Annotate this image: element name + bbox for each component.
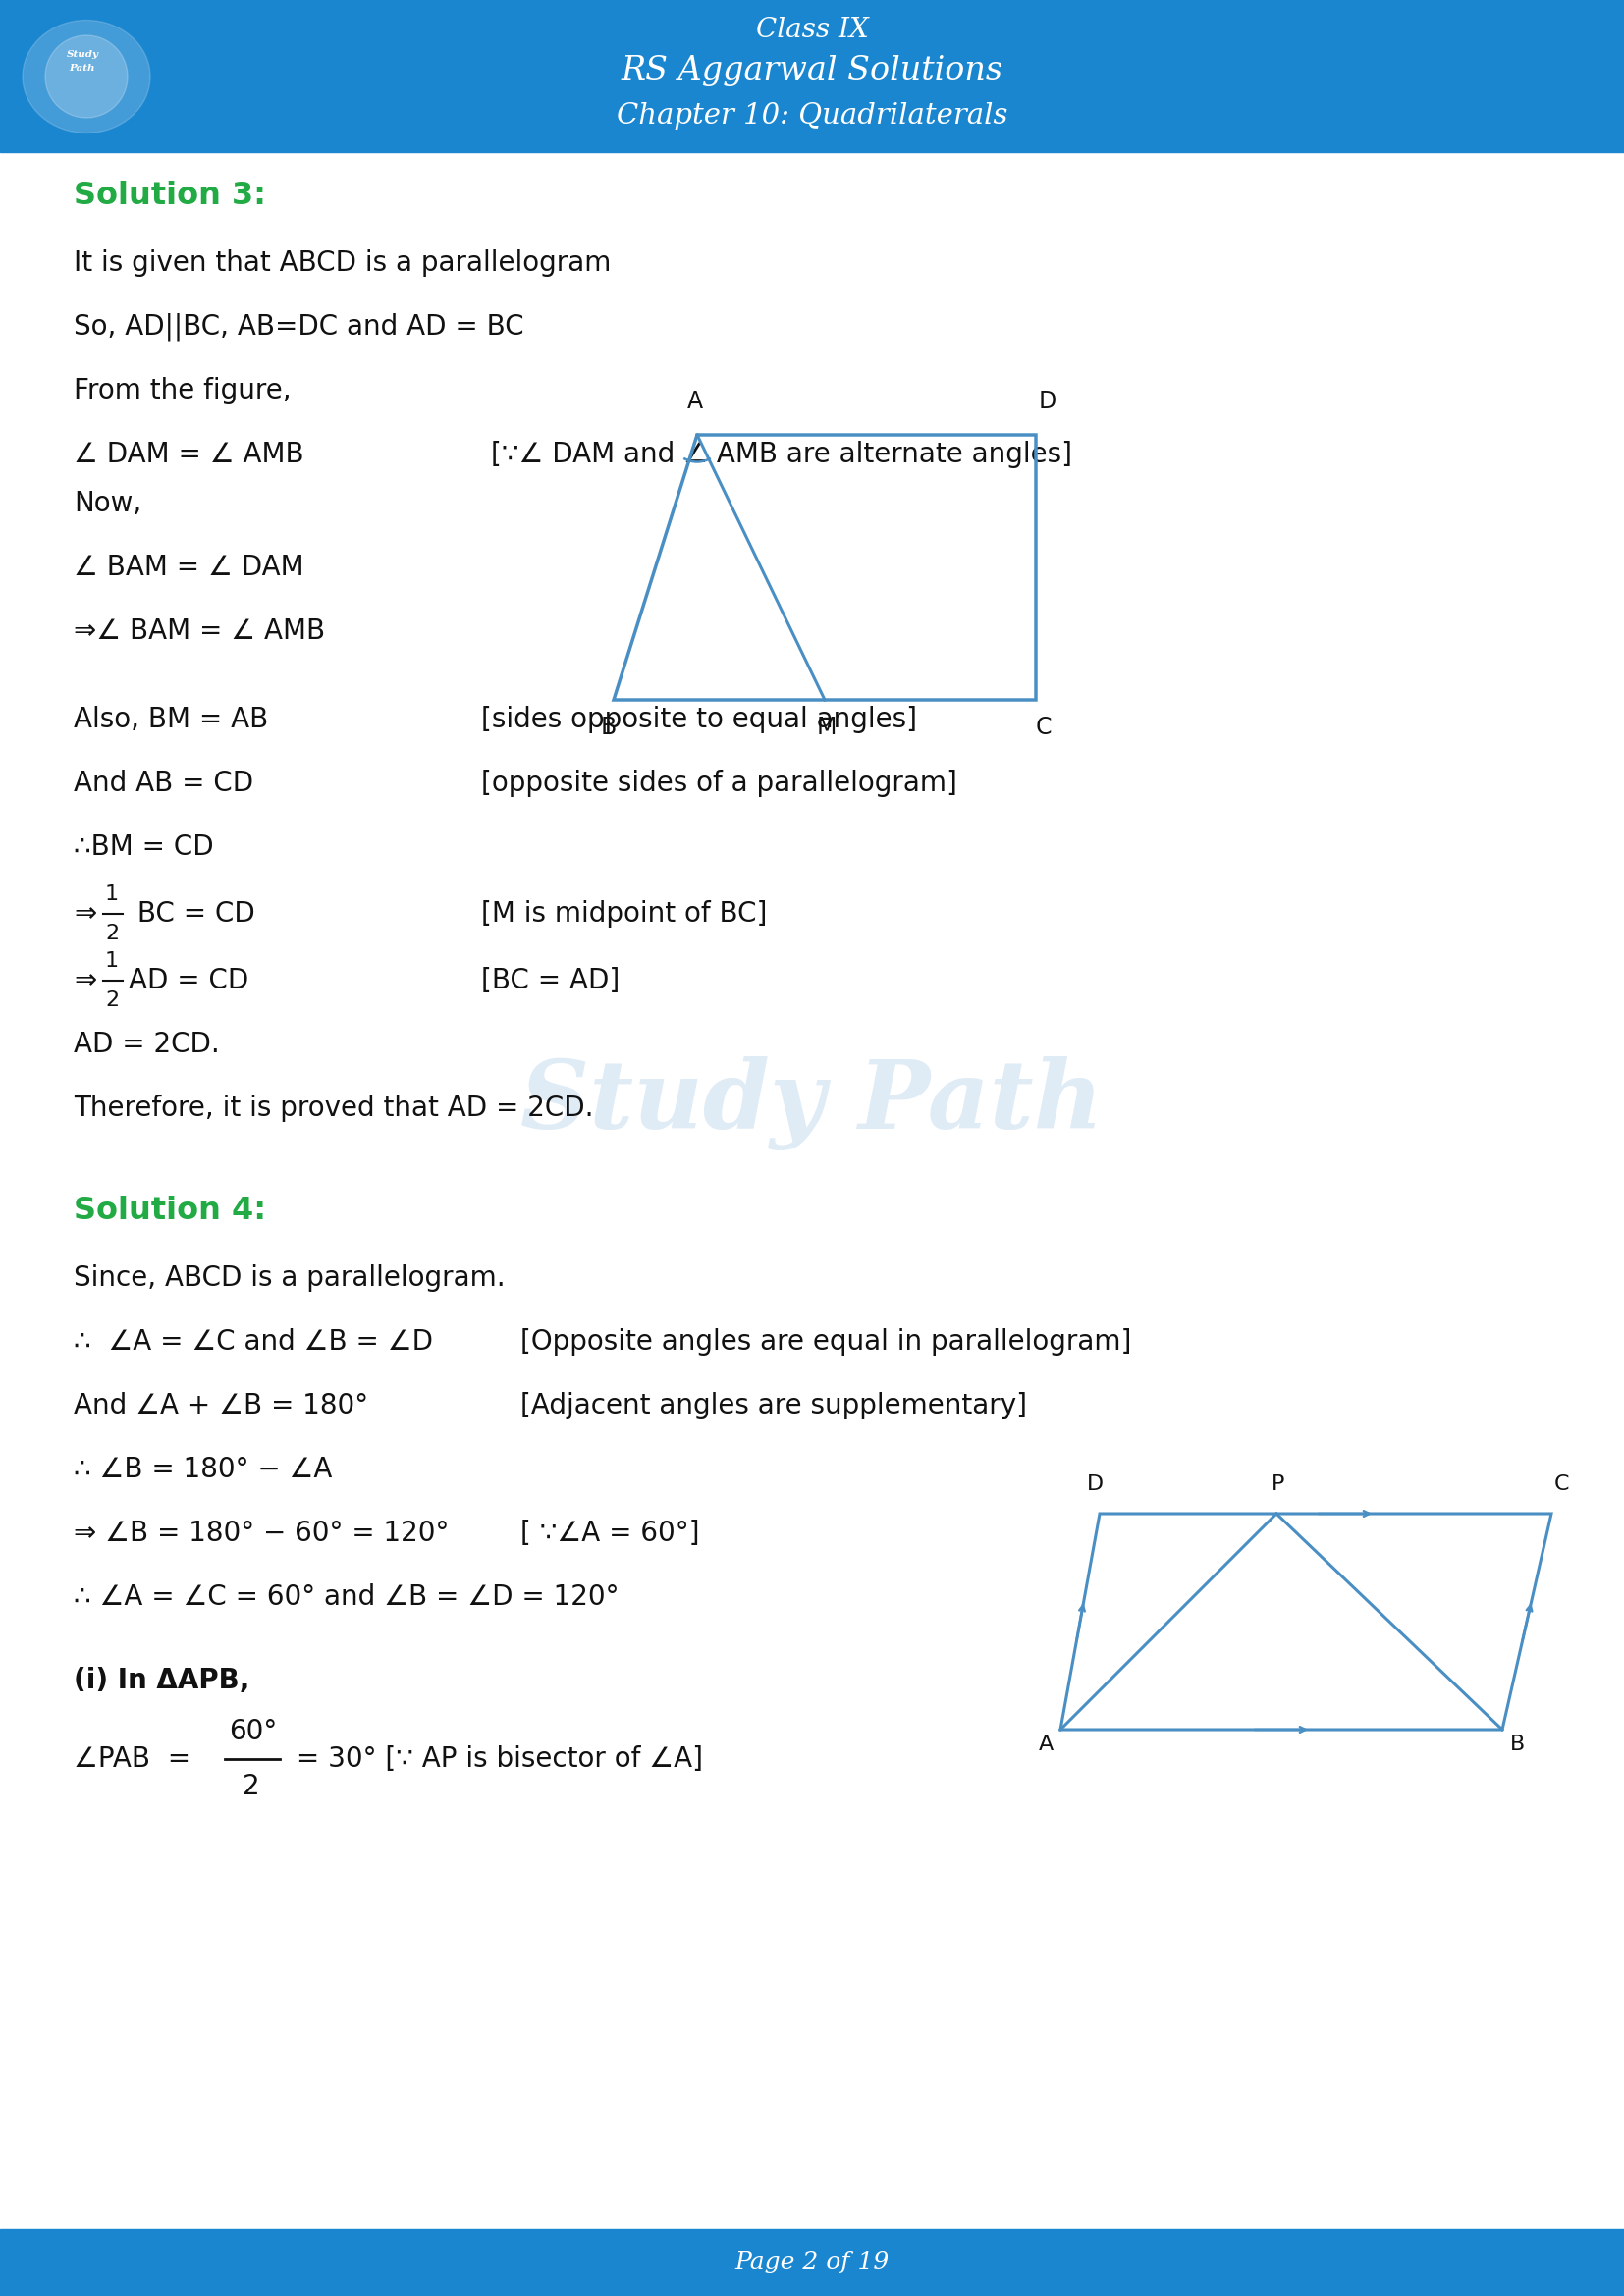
Text: [∵∠ DAM and ∠ AMB are alternate angles]: [∵∠ DAM and ∠ AMB are alternate angles] [490, 441, 1072, 468]
Text: Solution 4:: Solution 4: [73, 1196, 266, 1226]
Ellipse shape [23, 21, 151, 133]
Text: Now,: Now, [73, 489, 141, 517]
Text: ∴ ∠A = ∠C = 60° and ∠B = ∠D = 120°: ∴ ∠A = ∠C = 60° and ∠B = ∠D = 120° [73, 1584, 619, 1612]
Text: C: C [1036, 716, 1052, 739]
Text: From the figure,: From the figure, [73, 377, 291, 404]
Text: [opposite sides of a parallelogram]: [opposite sides of a parallelogram] [481, 769, 957, 797]
Text: Path: Path [70, 64, 96, 73]
Text: And ∠A + ∠B = 180°: And ∠A + ∠B = 180° [73, 1391, 369, 1419]
Text: [BC = AD]: [BC = AD] [481, 967, 620, 994]
Text: = 30° [∵ AP is bisector of ∠A]: = 30° [∵ AP is bisector of ∠A] [287, 1745, 703, 1773]
Text: M: M [817, 716, 836, 739]
Text: [ ∵∠A = 60°]: [ ∵∠A = 60°] [520, 1520, 700, 1548]
Text: [sides opposite to equal angles]: [sides opposite to equal angles] [481, 705, 918, 732]
Text: AD = CD: AD = CD [128, 967, 248, 994]
Text: ∴  ∠A = ∠C and ∠B = ∠D: ∴ ∠A = ∠C and ∠B = ∠D [73, 1327, 434, 1355]
Text: Therefore, it is proved that AD = 2CD.: Therefore, it is proved that AD = 2CD. [73, 1095, 593, 1123]
Text: Since, ABCD is a parallelogram.: Since, ABCD is a parallelogram. [73, 1265, 505, 1293]
Text: ⇒ ∠B = 180° − 60° = 120°: ⇒ ∠B = 180° − 60° = 120° [73, 1520, 450, 1548]
Text: 1: 1 [106, 884, 119, 905]
Text: BC = CD: BC = CD [128, 900, 255, 928]
Text: P: P [1272, 1474, 1285, 1495]
Circle shape [45, 34, 128, 117]
Text: [Opposite angles are equal in parallelogram]: [Opposite angles are equal in parallelog… [520, 1327, 1132, 1355]
Text: And AB = CD: And AB = CD [73, 769, 253, 797]
Text: Solution 3:: Solution 3: [73, 181, 266, 211]
Text: It is given that ABCD is a parallelogram: It is given that ABCD is a parallelogram [73, 250, 611, 278]
Text: ⇒: ⇒ [73, 900, 96, 928]
Text: Also, BM = AB: Also, BM = AB [73, 705, 268, 732]
Text: AD = 2CD.: AD = 2CD. [73, 1031, 219, 1058]
Text: So, AD||BC, AB=DC and AD = BC: So, AD||BC, AB=DC and AD = BC [73, 312, 525, 340]
Text: A: A [687, 390, 703, 413]
Text: Chapter 10: Quadrilaterals: Chapter 10: Quadrilaterals [617, 101, 1007, 129]
Text: 2: 2 [242, 1773, 260, 1800]
Text: Class IX: Class IX [755, 16, 869, 44]
Text: Study: Study [67, 51, 99, 60]
Text: ⇒: ⇒ [73, 967, 96, 994]
Text: D: D [1086, 1474, 1103, 1495]
Bar [0, 2229, 1624, 2296]
Text: ∴ ∠B = 180° − ∠A: ∴ ∠B = 180° − ∠A [73, 1456, 333, 1483]
Text: D: D [1039, 390, 1057, 413]
Text: ∴BM = CD: ∴BM = CD [73, 833, 214, 861]
Text: ∠ DAM = ∠ AMB: ∠ DAM = ∠ AMB [73, 441, 304, 468]
Text: 60°: 60° [229, 1717, 278, 1745]
Text: C: C [1554, 1474, 1569, 1495]
Bar [0, 0, 1624, 152]
Text: (i) In ΔAPB,: (i) In ΔAPB, [73, 1667, 250, 1694]
Text: 2: 2 [106, 923, 119, 944]
Text: Page 2 of 19: Page 2 of 19 [734, 2252, 890, 2273]
Text: ∠ BAM = ∠ DAM: ∠ BAM = ∠ DAM [73, 553, 304, 581]
Text: 2: 2 [106, 990, 119, 1010]
Text: [Adjacent angles are supplementary]: [Adjacent angles are supplementary] [520, 1391, 1026, 1419]
Text: B: B [601, 716, 617, 739]
Text: Study Path: Study Path [521, 1056, 1103, 1150]
Text: [M is midpoint of BC]: [M is midpoint of BC] [481, 900, 767, 928]
Text: B: B [1509, 1733, 1525, 1754]
Text: ⇒∠ BAM = ∠ AMB: ⇒∠ BAM = ∠ AMB [73, 618, 325, 645]
Text: A: A [1038, 1733, 1054, 1754]
Text: 1: 1 [106, 951, 119, 971]
Text: RS Aggarwal Solutions: RS Aggarwal Solutions [620, 55, 1004, 87]
Text: ∠PAB  =: ∠PAB = [73, 1745, 190, 1773]
